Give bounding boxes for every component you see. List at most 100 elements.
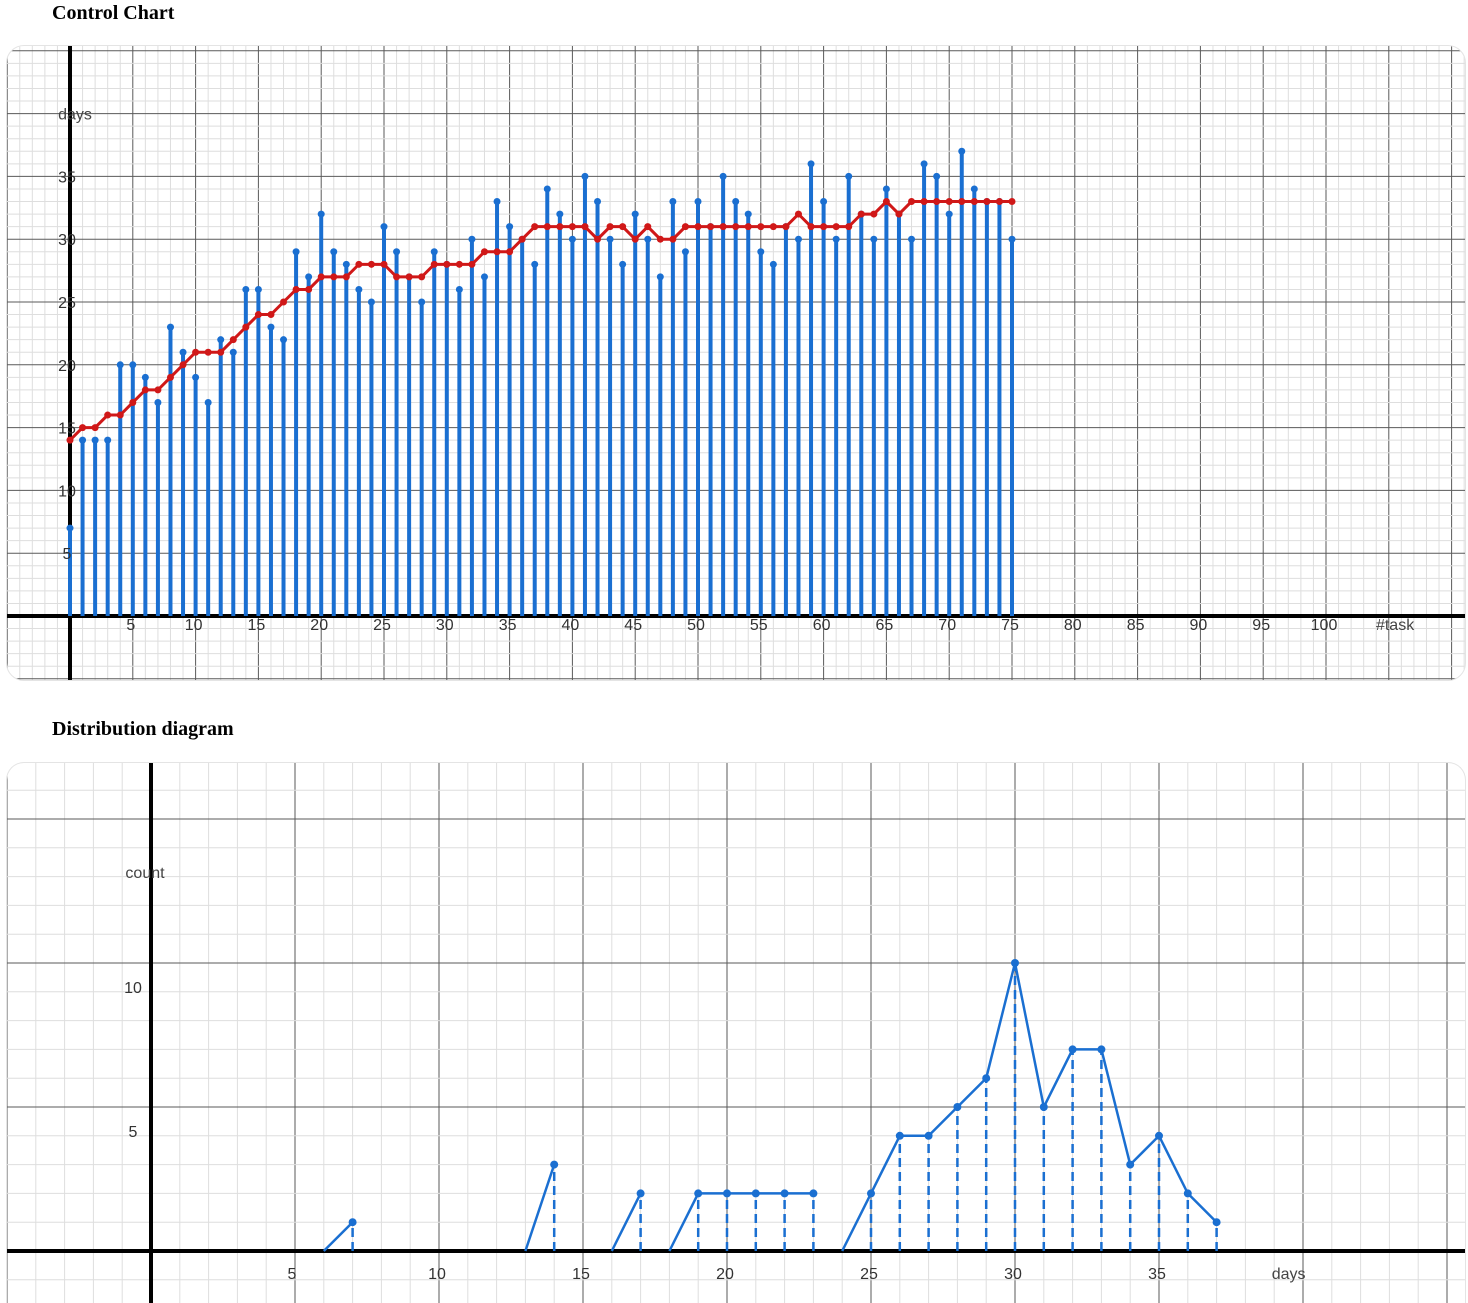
bar-point xyxy=(129,361,137,369)
bar-point xyxy=(254,285,262,293)
bar-point xyxy=(568,235,576,243)
x-tick-label: 50 xyxy=(687,617,705,634)
distribution-line xyxy=(322,1221,354,1252)
distribution-line xyxy=(668,1192,814,1252)
x-tick-label: 75 xyxy=(1001,617,1019,634)
bar-point xyxy=(606,235,614,243)
bar-point xyxy=(644,235,652,243)
x-tick-label: 25 xyxy=(373,617,391,634)
average-point xyxy=(129,398,137,406)
average-points xyxy=(66,198,1016,444)
bar-point xyxy=(832,235,840,243)
average-point xyxy=(945,198,953,206)
average-point xyxy=(229,336,237,344)
bar-point xyxy=(116,361,124,369)
average-point xyxy=(116,411,124,419)
average-point xyxy=(166,373,174,381)
y-tick-label: 20 xyxy=(58,358,76,375)
bar-point xyxy=(229,348,237,356)
x-tick-label: 15 xyxy=(248,617,266,634)
x-tick-label: 10 xyxy=(428,1266,446,1283)
bar-point xyxy=(493,198,501,206)
bar-point xyxy=(744,210,752,218)
average-point xyxy=(79,424,87,432)
bar-point xyxy=(594,198,602,206)
average-point xyxy=(506,248,514,256)
average-point xyxy=(380,260,388,268)
average-point xyxy=(581,223,589,231)
x-tick-label: 5 xyxy=(288,1266,297,1283)
average-point xyxy=(983,198,991,206)
x-tick-label: 15 xyxy=(572,1266,590,1283)
bar-point xyxy=(380,223,388,231)
average-point xyxy=(468,260,476,268)
bar-point xyxy=(480,273,488,281)
bar-point xyxy=(958,147,966,155)
x-tick-label: 5 xyxy=(126,617,135,634)
distribution-point xyxy=(780,1189,789,1198)
average-point xyxy=(606,223,614,231)
average-point xyxy=(882,198,890,206)
y-tick-label: 10 xyxy=(58,483,76,500)
bar-point xyxy=(141,373,149,381)
bar-point xyxy=(217,336,225,344)
average-point xyxy=(305,285,313,293)
average-point xyxy=(91,424,99,432)
distribution-point xyxy=(1011,959,1019,967)
average-point xyxy=(744,223,752,231)
average-point xyxy=(681,223,689,231)
distribution-point xyxy=(895,1131,904,1140)
average-point xyxy=(405,273,413,281)
bar-point xyxy=(430,248,438,256)
y-axis-label: days xyxy=(58,107,92,124)
distribution-point xyxy=(751,1189,760,1198)
average-point xyxy=(418,273,426,281)
average-point xyxy=(644,223,652,231)
distribution-point xyxy=(636,1189,645,1198)
bar-point xyxy=(908,235,916,243)
control-chart-title: Control Chart xyxy=(52,2,175,24)
average-point xyxy=(619,223,627,231)
bar-point xyxy=(66,524,74,532)
bar-point xyxy=(1008,235,1016,243)
distribution-point xyxy=(867,1189,875,1198)
distribution-line xyxy=(610,1192,642,1252)
average-point xyxy=(769,223,777,231)
bar-point xyxy=(305,273,313,281)
bar-point xyxy=(581,172,589,180)
bar-point xyxy=(192,373,200,381)
average-point xyxy=(870,210,878,218)
distribution-point xyxy=(1068,1045,1077,1054)
x-tick-label: 60 xyxy=(813,617,831,634)
average-point xyxy=(317,273,325,281)
bar-point xyxy=(267,323,275,331)
control-chart: 5 10 15 20 25 30 35 40 45 50 55 60 65 70 75 80 85 90 95 100… xyxy=(7,46,1465,680)
x-tick-label: 100 xyxy=(1311,617,1338,634)
average-point xyxy=(242,323,250,331)
bar-point xyxy=(367,298,375,306)
bar-point xyxy=(882,185,890,193)
distribution-line xyxy=(841,962,1218,1252)
average-point xyxy=(669,235,677,243)
average-point xyxy=(280,298,288,306)
distribution-stems xyxy=(351,963,1218,1251)
y-tick-label: 5 xyxy=(129,1124,138,1141)
average-point xyxy=(782,223,790,231)
average-point xyxy=(594,235,602,243)
average-point xyxy=(66,436,74,444)
bar-point xyxy=(179,348,187,356)
bar-point xyxy=(79,436,87,444)
bar-point xyxy=(769,260,777,268)
x-tick-label: 40 xyxy=(562,617,580,634)
distribution-point xyxy=(924,1131,933,1140)
average-point xyxy=(179,361,187,369)
bar-point xyxy=(656,273,664,281)
distribution-point xyxy=(1155,1131,1163,1140)
average-point xyxy=(141,386,149,394)
distribution-point xyxy=(1126,1160,1135,1169)
distribution-chart-frame: 5 10 15 20 25 30 35 5 10 days count xyxy=(6,762,1466,1303)
average-point xyxy=(920,198,928,206)
x-tick-label: 30 xyxy=(1004,1266,1022,1283)
average-point xyxy=(443,260,451,268)
average-point xyxy=(267,311,275,319)
